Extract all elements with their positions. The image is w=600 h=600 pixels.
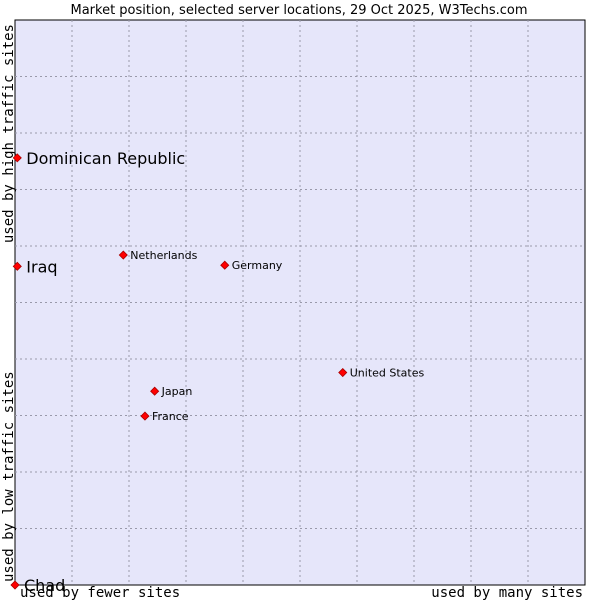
point-marker — [150, 386, 160, 396]
point-marker — [140, 411, 150, 421]
point-label: Dominican Republic — [26, 149, 185, 168]
point-label: Chad — [24, 576, 65, 595]
point-japan: Japan — [150, 385, 193, 398]
grid — [15, 20, 585, 585]
point-united-states: United States — [338, 367, 425, 380]
x-axis-label-low: used by fewer sites — [20, 585, 180, 600]
point-dominican-republic: Dominican Republic — [12, 149, 185, 168]
point-iraq: Iraq — [12, 257, 58, 276]
point-label: Germany — [232, 259, 283, 272]
y-axis-label-low: used by low traffic sites — [1, 371, 17, 582]
point-france: France — [140, 410, 189, 423]
point-marker — [338, 367, 348, 378]
point-marker — [118, 250, 128, 260]
chart-title: Market position, selected server locatio… — [70, 3, 527, 18]
point-germany: Germany — [220, 259, 283, 272]
point-marker — [220, 260, 230, 270]
point-chad: Chad — [10, 576, 65, 595]
y-axis-label-high: used by high traffic sites — [1, 24, 17, 243]
point-netherlands: Netherlands — [118, 249, 198, 262]
point-label: Japan — [161, 385, 193, 398]
point-marker — [10, 580, 20, 590]
point-marker — [12, 261, 22, 271]
point-label: United States — [350, 367, 425, 380]
point-marker — [12, 153, 22, 163]
data-points: Dominican Republic Iraq Chad Netherlands Ger… — [10, 149, 425, 595]
point-label: France — [152, 410, 189, 423]
point-label: Netherlands — [130, 249, 197, 262]
point-label: Iraq — [26, 257, 57, 276]
x-axis-label-high: used by many sites — [431, 585, 583, 600]
